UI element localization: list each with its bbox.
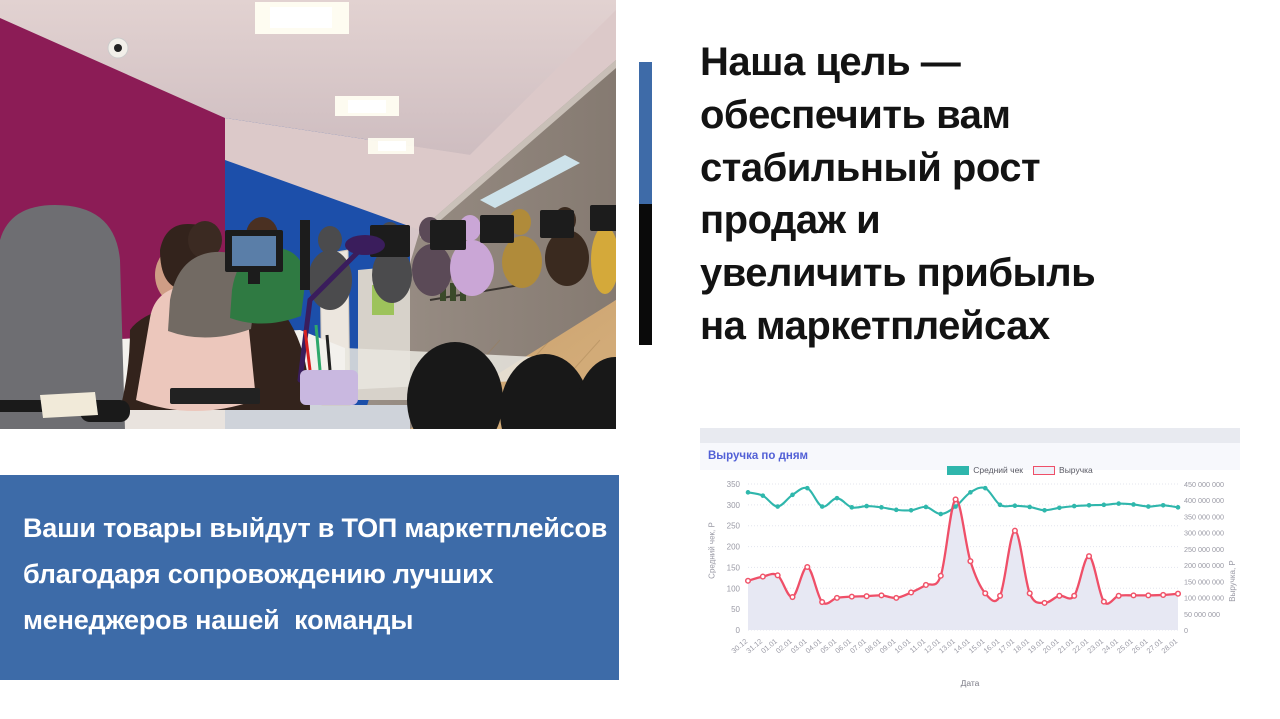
svg-text:200 000 000: 200 000 000 [1184,561,1224,570]
svg-text:400 000 000: 400 000 000 [1184,496,1224,505]
svg-text:150: 150 [727,563,741,572]
svg-text:200: 200 [727,543,741,552]
svg-text:450 000 000: 450 000 000 [1184,480,1224,489]
svg-text:250: 250 [727,522,741,531]
svg-text:50 000 000: 50 000 000 [1184,610,1220,619]
svg-text:0: 0 [736,626,741,635]
svg-text:300 000 000: 300 000 000 [1184,529,1224,538]
svg-text:350: 350 [727,480,741,489]
svg-text:50: 50 [731,605,740,614]
svg-text:250 000 000: 250 000 000 [1184,545,1224,554]
svg-text:150 000 000: 150 000 000 [1184,577,1224,586]
svg-text:100: 100 [727,584,741,593]
svg-text:0: 0 [1184,626,1188,635]
svg-text:300: 300 [727,501,741,510]
svg-text:100 000 000: 100 000 000 [1184,594,1224,603]
svg-text:350 000 000: 350 000 000 [1184,512,1224,521]
